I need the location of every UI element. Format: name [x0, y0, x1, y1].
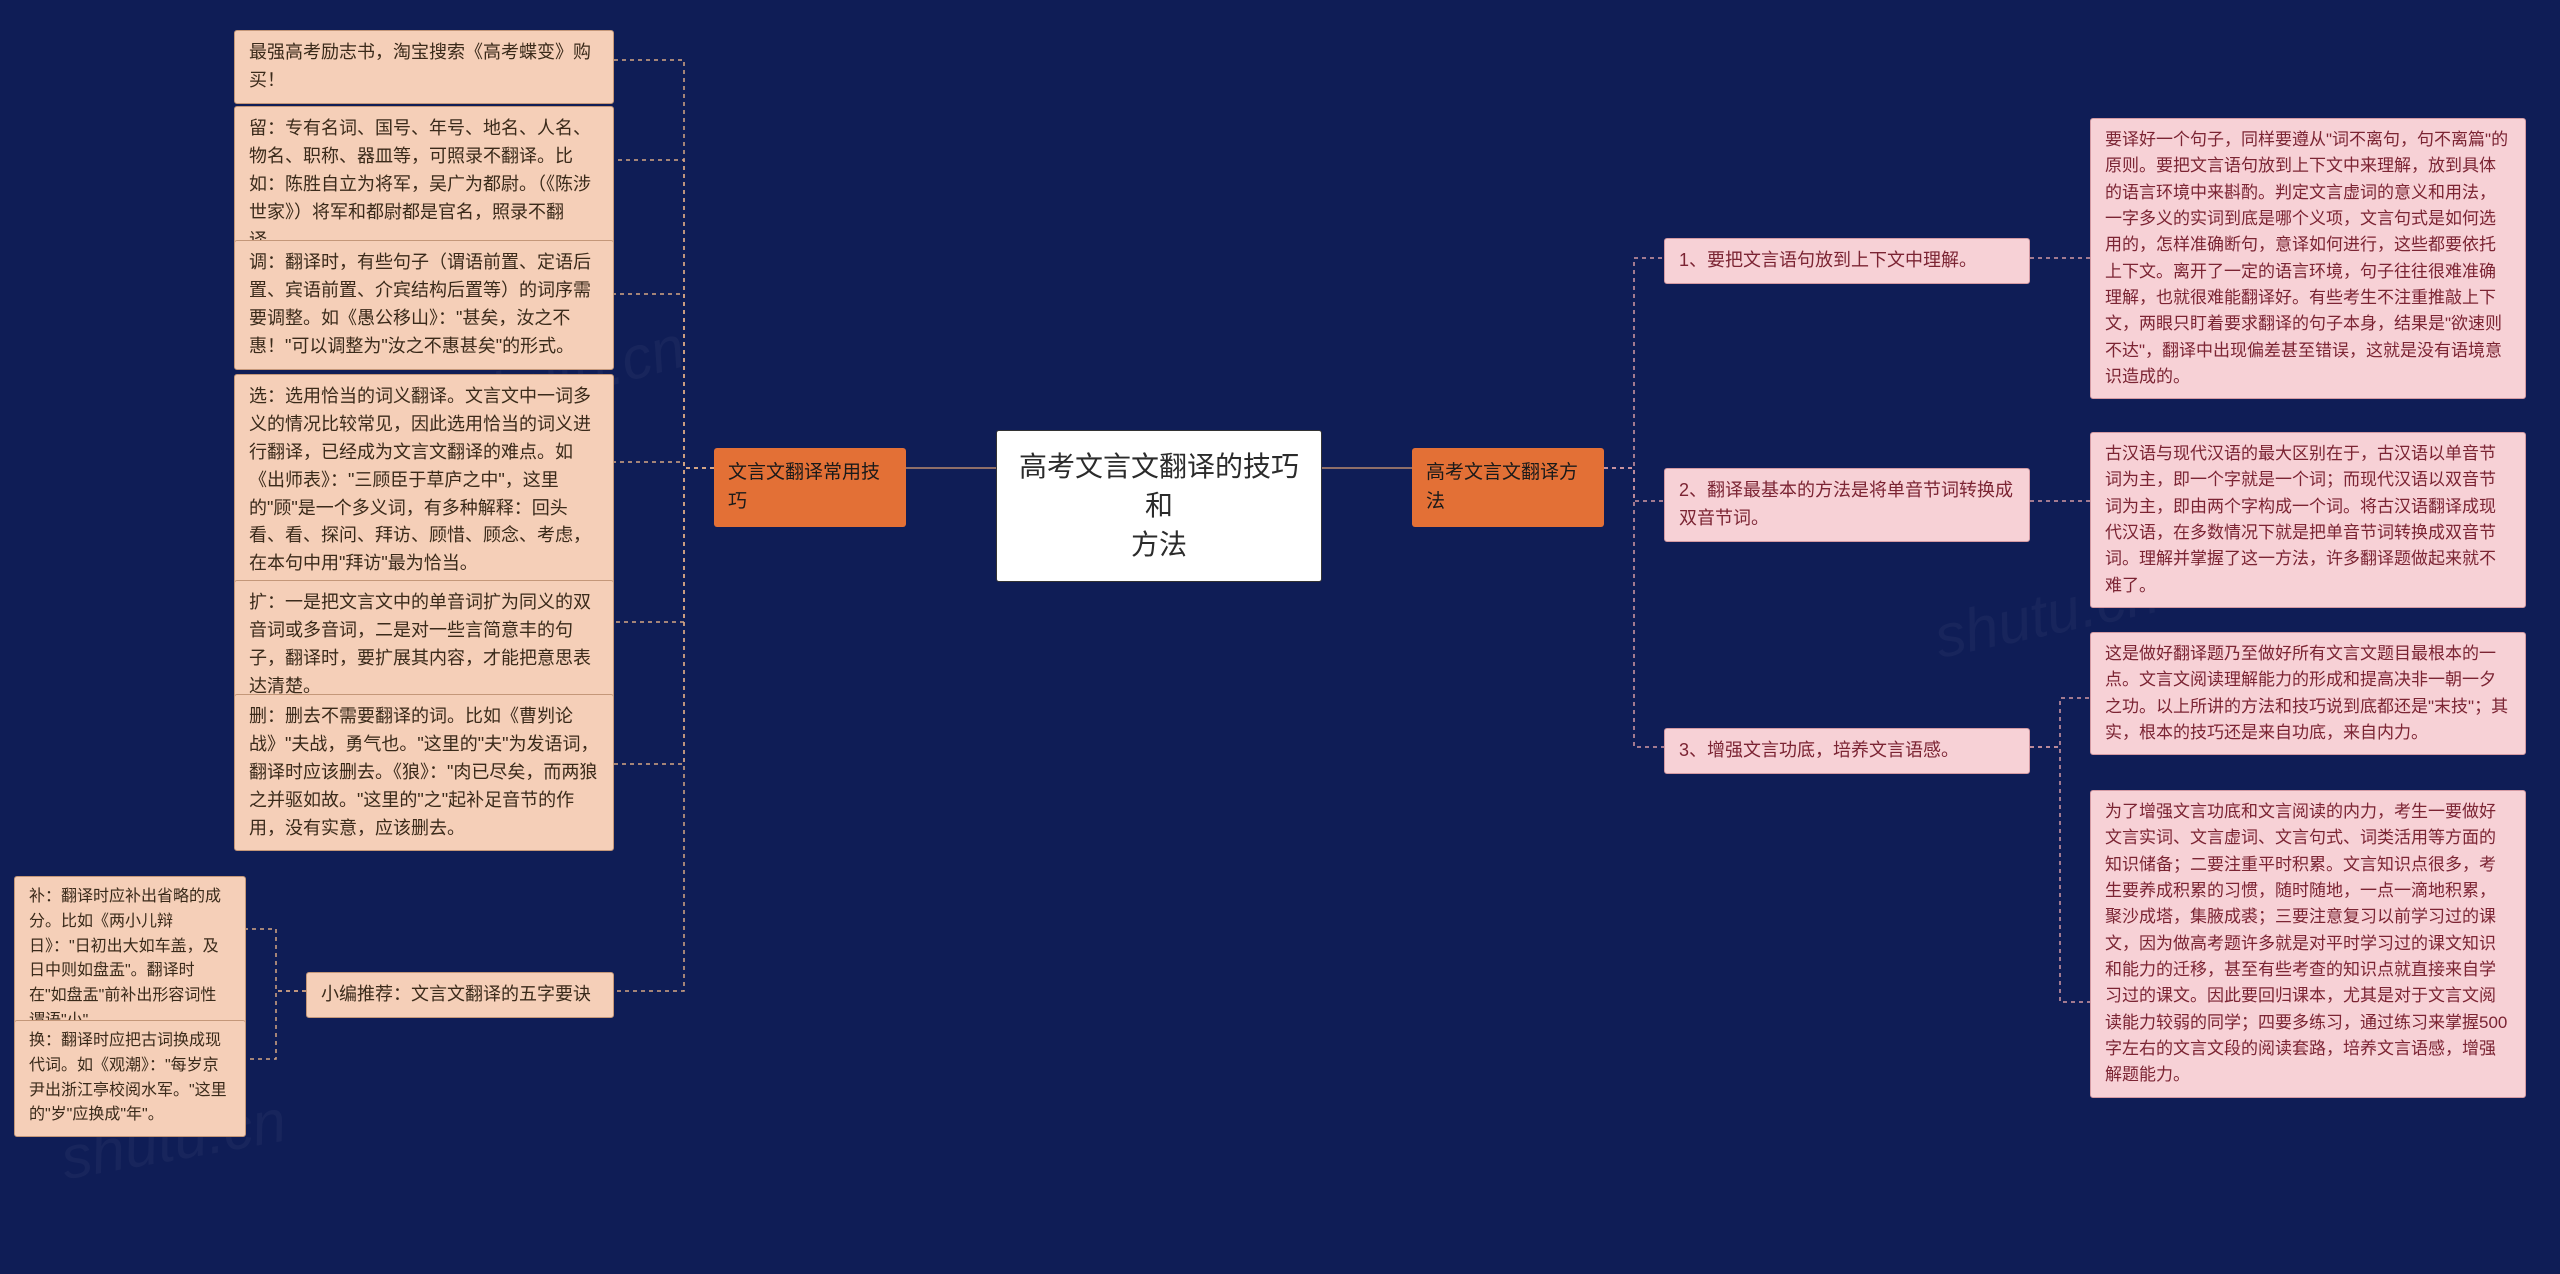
method-title: 1、要把文言语句放到上下文中理解。: [1679, 250, 1977, 270]
left-leaf-4[interactable]: 扩：一是把文言文中的单音词扩为同义的双音词或多音词，二是对一些言简意丰的句子，翻…: [234, 580, 614, 710]
method-3-detail-1[interactable]: 为了增强文言功底和文言阅读的内力，考生一要做好文言实词、文言虚词、文言句式、词类…: [2090, 790, 2526, 1098]
sub-branch-label: 小编推荐：文言文翻译的五字要诀: [321, 984, 591, 1004]
left-sub-leaf-1[interactable]: 换：翻译时应把古词换成现代词。如《观潮》："每岁京尹出浙江亭校阅水军。"这里的"…: [14, 1020, 246, 1137]
leaf-text: 补：翻译时应补出省略的成分。比如《两小儿辩日》："日初出大如车盖，及日中则如盘盂…: [29, 888, 221, 1029]
left-leaf-5[interactable]: 删：删去不需要翻译的词。比如《曹刿论战》"夫战，勇气也。"这里的"夫"为发语词，…: [234, 694, 614, 851]
method-3-detail-0[interactable]: 这是做好翻译题乃至做好所有文言文题目最根本的一点。文言文阅读理解能力的形成和提高…: [2090, 632, 2526, 755]
leaf-text: 留：专有名词、国号、年号、地名、人名、物名、职称、器皿等，可照录不翻译。比如：陈…: [249, 118, 591, 250]
method-1[interactable]: 1、要把文言语句放到上下文中理解。: [1664, 238, 2030, 284]
leaf-text: 为了增强文言功底和文言阅读的内力，考生一要做好文言实词、文言虚词、文言句式、词类…: [2105, 802, 2507, 1084]
method-title: 3、增强文言功底，培养文言语感。: [1679, 740, 1959, 760]
leaf-text: 扩：一是把文言文中的单音词扩为同义的双音词或多音词，二是对一些言简意丰的句子，翻…: [249, 592, 591, 696]
leaf-text: 古汉语与现代汉语的最大区别在于，古汉语以单音节词为主，即一个字就是一个词；而现代…: [2105, 444, 2496, 595]
left-branch-label: 文言文翻译常用技巧: [728, 462, 880, 512]
leaf-text: 选：选用恰当的词义翻译。文言文中一词多义的情况比较常见，因此选用恰当的词义进行翻…: [249, 386, 591, 573]
right-branch-label: 高考文言文翻译方法: [1426, 462, 1578, 512]
method-3[interactable]: 3、增强文言功底，培养文言语感。: [1664, 728, 2030, 774]
leaf-text: 这是做好翻译题乃至做好所有文言文题目最根本的一点。文言文阅读理解能力的形成和提高…: [2105, 644, 2508, 742]
method-1-detail-0[interactable]: 要译好一个句子，同样要遵从"词不离句，句不离篇"的原则。要把文言语句放到上下文中…: [2090, 118, 2526, 399]
leaf-text: 删：删去不需要翻译的词。比如《曹刿论战》"夫战，勇气也。"这里的"夫"为发语词，…: [249, 706, 599, 838]
leaf-text: 调：翻译时，有些句子（谓语前置、定语后置、宾语前置、介宾结构后置等）的词序需要调…: [249, 252, 591, 356]
left-leaf-0[interactable]: 最强高考励志书，淘宝搜索《高考蝶变》购买！: [234, 30, 614, 104]
right-branch[interactable]: 高考文言文翻译方法: [1412, 448, 1604, 527]
leaf-text: 换：翻译时应把古词换成现代词。如《观潮》："每岁京尹出浙江亭校阅水军。"这里的"…: [29, 1032, 227, 1123]
method-2-detail-0[interactable]: 古汉语与现代汉语的最大区别在于，古汉语以单音节词为主，即一个字就是一个词；而现代…: [2090, 432, 2526, 608]
left-sub-leaf-0[interactable]: 补：翻译时应补出省略的成分。比如《两小儿辩日》："日初出大如车盖，及日中则如盘盂…: [14, 876, 246, 1043]
left-leaf-3[interactable]: 选：选用恰当的词义翻译。文言文中一词多义的情况比较常见，因此选用恰当的词义进行翻…: [234, 374, 614, 587]
center-label: 高考文言文翻译的技巧和方法: [1019, 451, 1299, 560]
left-sub-branch[interactable]: 小编推荐：文言文翻译的五字要诀: [306, 972, 614, 1018]
left-branch[interactable]: 文言文翻译常用技巧: [714, 448, 906, 527]
leaf-text: 要译好一个句子，同样要遵从"词不离句，句不离篇"的原则。要把文言语句放到上下文中…: [2105, 130, 2508, 386]
method-2[interactable]: 2、翻译最基本的方法是将单音节词转换成双音节词。: [1664, 468, 2030, 542]
leaf-text: 最强高考励志书，淘宝搜索《高考蝶变》购买！: [249, 42, 591, 90]
center-topic[interactable]: 高考文言文翻译的技巧和方法: [996, 430, 1322, 582]
left-leaf-2[interactable]: 调：翻译时，有些句子（谓语前置、定语后置、宾语前置、介宾结构后置等）的词序需要调…: [234, 240, 614, 370]
method-title: 2、翻译最基本的方法是将单音节词转换成双音节词。: [1679, 480, 2013, 528]
